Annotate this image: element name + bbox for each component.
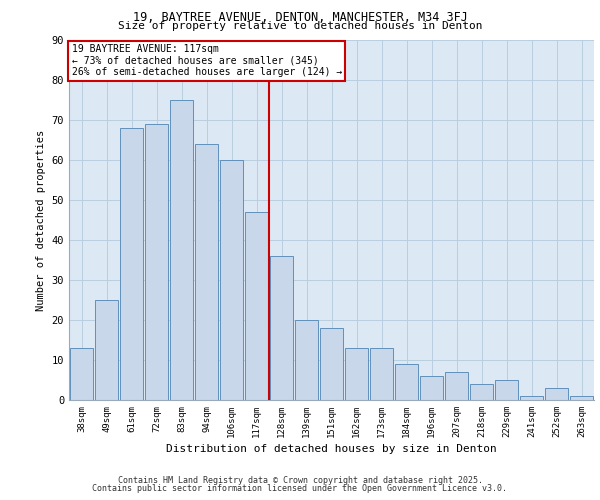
Bar [320,328,343,400]
Text: Contains HM Land Registry data © Crown copyright and database right 2025.: Contains HM Land Registry data © Crown c… [118,476,482,485]
Text: 19, BAYTREE AVENUE, DENTON, MANCHESTER, M34 3FJ: 19, BAYTREE AVENUE, DENTON, MANCHESTER, … [133,11,467,24]
Bar [420,376,443,400]
Bar [295,320,318,400]
Bar [470,384,493,400]
Bar [570,396,593,400]
Bar [220,160,243,400]
X-axis label: Distribution of detached houses by size in Denton: Distribution of detached houses by size … [166,444,497,454]
Text: Contains public sector information licensed under the Open Government Licence v3: Contains public sector information licen… [92,484,508,493]
Bar [195,144,218,400]
Bar [545,388,568,400]
Y-axis label: Number of detached properties: Number of detached properties [36,130,46,310]
Bar [445,372,468,400]
Bar [345,348,368,400]
Bar [520,396,543,400]
Bar [95,300,118,400]
Bar [370,348,393,400]
Text: 19 BAYTREE AVENUE: 117sqm
← 73% of detached houses are smaller (345)
26% of semi: 19 BAYTREE AVENUE: 117sqm ← 73% of detac… [71,44,342,77]
Bar [245,212,268,400]
Bar [170,100,193,400]
Bar [495,380,518,400]
Bar [395,364,418,400]
Text: Size of property relative to detached houses in Denton: Size of property relative to detached ho… [118,21,482,31]
Bar [120,128,143,400]
Bar [145,124,168,400]
Bar [270,256,293,400]
Bar [70,348,93,400]
